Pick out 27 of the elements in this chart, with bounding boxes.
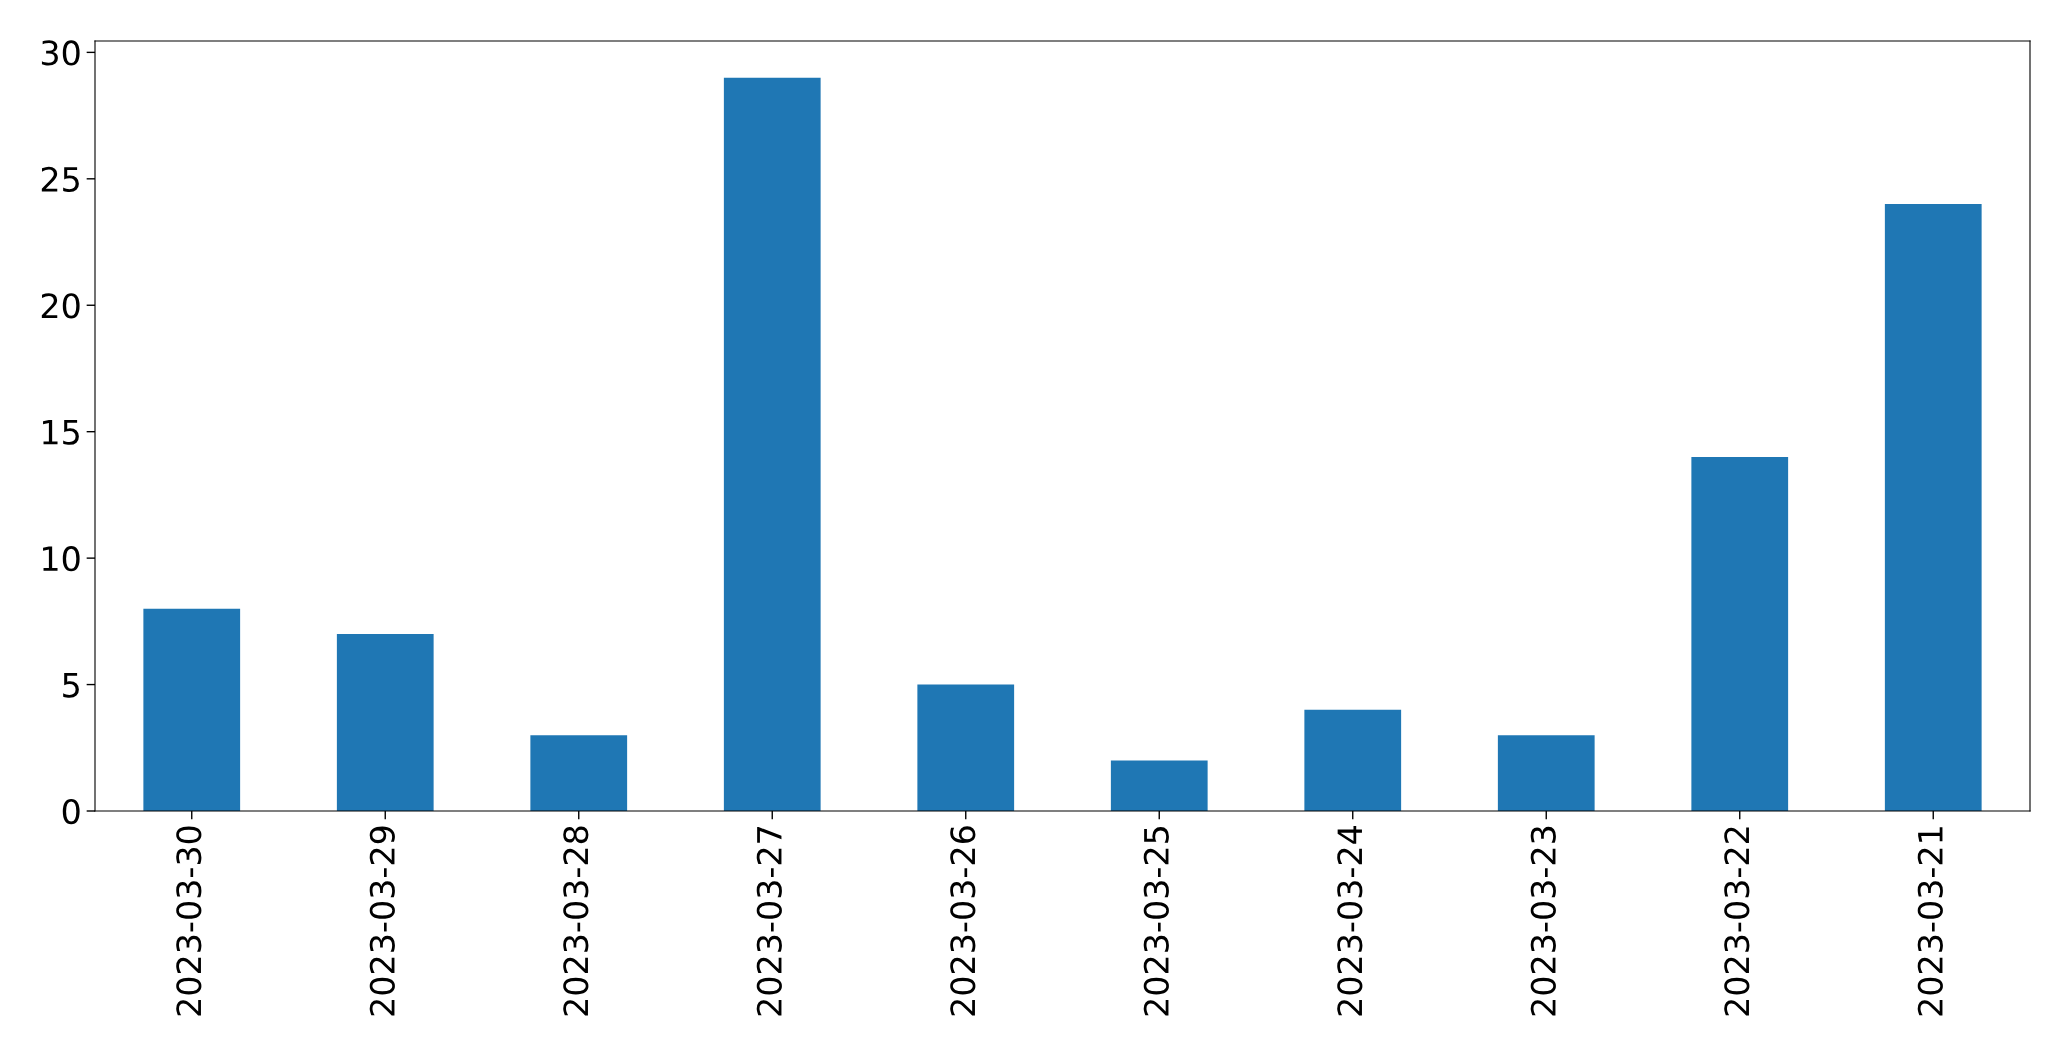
x-tick-label: 2023-03-21 <box>1917 827 1943 1016</box>
bar <box>1304 709 1402 811</box>
y-tick-label: 20 <box>41 293 80 319</box>
bar <box>723 77 821 811</box>
x-tick-label: 2023-03-28 <box>563 826 589 1016</box>
y-tick-label: 0 <box>62 798 80 825</box>
x-tick-label: 2023-03-23 <box>1530 826 1556 1016</box>
y-tick-label: 15 <box>43 420 79 445</box>
x-tick-label: 2023-03-25 <box>1143 827 1169 1016</box>
x-tick-label: 2023-03-29 <box>369 826 395 1016</box>
bar <box>336 633 434 811</box>
x-tick-label: 2023-03-27 <box>756 827 782 1016</box>
bar <box>1691 456 1789 811</box>
y-tick-label: 25 <box>41 166 79 192</box>
y-tick-label: 5 <box>63 672 79 698</box>
bar <box>143 608 241 811</box>
bar <box>530 735 628 811</box>
x-tick-label: 2023-03-24 <box>1337 826 1363 1016</box>
y-tick-label: 10 <box>43 546 80 572</box>
x-tick-label: 2023-03-30 <box>176 826 202 1016</box>
x-tick-label: 2023-03-22 <box>1724 827 1750 1016</box>
bar <box>917 684 1015 811</box>
bar <box>1497 735 1595 811</box>
x-tick-label: 2023-03-26 <box>950 826 976 1016</box>
y-tick-label: 30 <box>41 40 80 66</box>
bar <box>1884 204 1982 811</box>
bar <box>1110 760 1208 811</box>
